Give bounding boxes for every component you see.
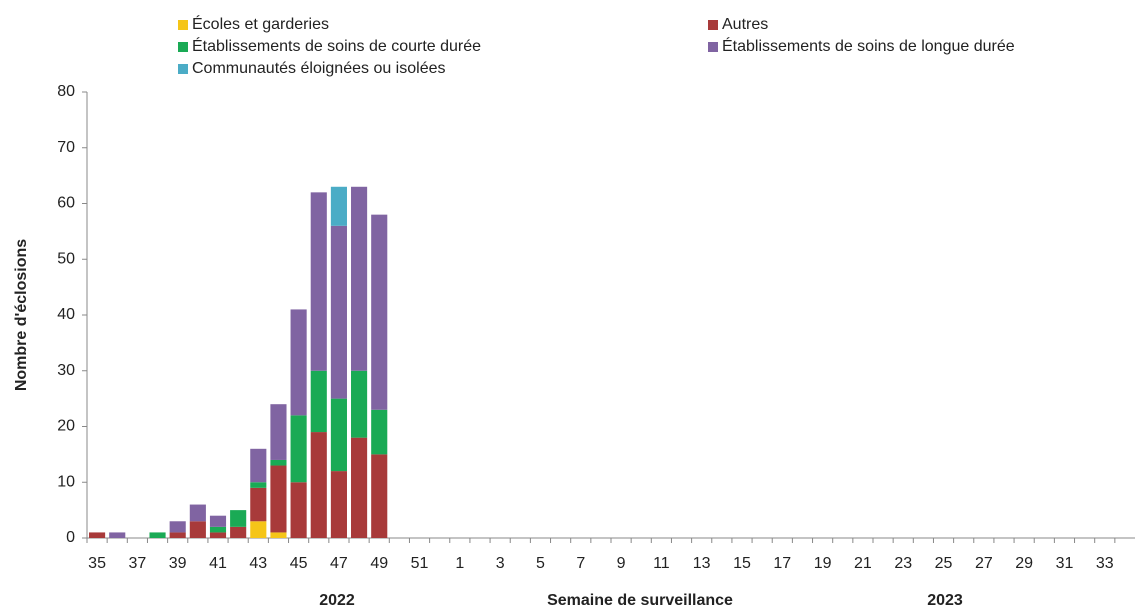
- x-tick-label: 23: [894, 555, 912, 572]
- legend-label: Établissements de soins de longue durée: [722, 36, 1015, 55]
- bar-segment: [149, 532, 166, 538]
- bar-segment: [250, 448, 267, 483]
- legend-label: Autres: [722, 16, 768, 33]
- x-tick-label: 19: [814, 555, 832, 572]
- bar-segment: [250, 487, 267, 522]
- bar-segment: [230, 510, 247, 527]
- bar-segment: [169, 521, 186, 533]
- bar-segment: [250, 521, 267, 538]
- bar-segment: [330, 471, 347, 538]
- x-tick-label: 31: [1056, 555, 1074, 572]
- y-tick-label: 10: [57, 473, 75, 490]
- bar-segment: [270, 532, 287, 538]
- bar-segment: [371, 409, 388, 455]
- x-tick-label: 9: [617, 555, 626, 572]
- bar-segment: [371, 454, 388, 538]
- legend-label: Écoles et garderies: [192, 14, 329, 33]
- bar-segment: [169, 532, 186, 538]
- y-tick-label: 50: [57, 250, 75, 267]
- x-tick-label: 39: [169, 555, 187, 572]
- bar-segment: [351, 370, 368, 438]
- bar-segment: [290, 415, 307, 483]
- x-tick-label: 37: [128, 555, 146, 572]
- x-axis-title: Semaine de surveillance: [547, 592, 733, 609]
- legend-swatch: [708, 20, 718, 30]
- y-tick-label: 0: [66, 529, 75, 546]
- bar-segment: [351, 186, 368, 371]
- bar-segment: [270, 465, 287, 533]
- x-tick-label: 7: [576, 555, 585, 572]
- x-tick-label: 5: [536, 555, 545, 572]
- year-label: 2022: [319, 592, 355, 609]
- legend-swatch: [178, 64, 188, 74]
- bar-segment: [189, 504, 206, 522]
- x-tick-label: 15: [733, 555, 751, 572]
- x-tick-label: 17: [773, 555, 791, 572]
- bar-segment: [270, 459, 287, 466]
- x-tick-label: 21: [854, 555, 872, 572]
- bar-segment: [250, 482, 267, 488]
- y-tick-label: 70: [57, 139, 75, 156]
- x-tick-label: 3: [496, 555, 505, 572]
- y-tick-label: 80: [57, 83, 75, 100]
- bar-segment: [290, 482, 307, 538]
- legend-swatch: [178, 20, 188, 30]
- x-tick-label: 43: [249, 555, 267, 572]
- bar-segment: [189, 521, 206, 538]
- x-tick-label: 51: [411, 555, 429, 572]
- x-tick-label: 47: [330, 555, 348, 572]
- y-axis-title: Nombre d'éclosions: [13, 239, 30, 391]
- x-tick-label: 41: [209, 555, 227, 572]
- y-tick-label: 60: [57, 195, 75, 212]
- y-tick-label: 30: [57, 362, 75, 379]
- legend-swatch: [178, 42, 188, 52]
- x-tick-label: 1: [455, 555, 464, 572]
- bar-segment: [209, 526, 227, 533]
- x-tick-label: 25: [935, 555, 953, 572]
- y-tick-label: 40: [57, 306, 75, 323]
- bar-segment: [330, 225, 347, 399]
- x-tick-label: 45: [290, 555, 308, 572]
- bar-segment: [209, 515, 227, 527]
- bar-segment: [109, 532, 126, 538]
- bar-segment: [230, 526, 247, 538]
- x-tick-label: 27: [975, 555, 993, 572]
- year-label: 2023: [927, 592, 963, 609]
- legend-label: Établissements de soins de courte durée: [192, 36, 481, 55]
- x-tick-label: 49: [370, 555, 388, 572]
- x-tick-label: 13: [693, 555, 711, 572]
- x-tick-label: 35: [88, 555, 106, 572]
- y-tick-label: 20: [57, 418, 75, 435]
- bar-segment: [330, 186, 347, 226]
- bar-segment: [89, 532, 106, 538]
- bar-segment: [310, 192, 327, 371]
- legend-label: Communautés éloignées ou isolées: [192, 60, 445, 77]
- bar-segment: [330, 398, 347, 472]
- bar-segment: [310, 432, 327, 538]
- bar-segment: [290, 309, 307, 416]
- bar-segment: [351, 437, 368, 538]
- legend-swatch: [708, 42, 718, 52]
- bar-segment: [371, 214, 388, 410]
- x-tick-label: 29: [1015, 555, 1033, 572]
- bar-segment: [310, 370, 327, 433]
- bar-segment: [209, 532, 227, 538]
- x-tick-label: 11: [653, 555, 670, 572]
- bar-segment: [270, 404, 287, 460]
- x-tick-label: 33: [1096, 555, 1114, 572]
